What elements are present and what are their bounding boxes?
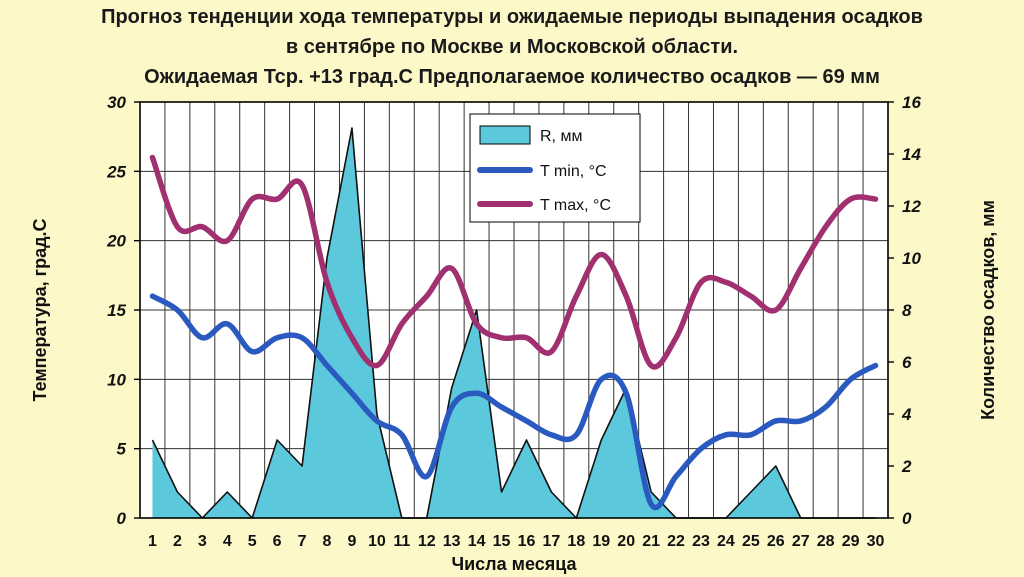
series-line-tmin [149, 293, 879, 511]
legend: R, мм T min, °C T max, °C [469, 113, 641, 223]
x-tick-label: 14 [468, 533, 486, 550]
x-tick-label: 6 [273, 533, 282, 550]
y-tick-label-left: 15 [107, 301, 126, 320]
y-tick-label-right: 0 [902, 509, 912, 528]
legend-label-tmax: T max, °C [540, 197, 611, 214]
x-tick-label: 16 [518, 533, 536, 550]
x-tick-label: 9 [347, 533, 356, 550]
x-tick-label: 13 [443, 533, 461, 550]
y-tick-label-right: 10 [902, 249, 921, 268]
x-tick-label: 28 [817, 533, 835, 550]
y-tick-label-left: 5 [117, 440, 127, 459]
y-tick-label-left: 10 [107, 370, 126, 389]
y-tick-label-left: 20 [106, 232, 126, 251]
x-tick-label: 19 [592, 533, 610, 550]
legend-label-precipitation: R, мм [540, 128, 582, 145]
x-tick-label: 29 [842, 533, 860, 550]
x-tick-label: 7 [298, 533, 307, 550]
x-tick-label: 24 [717, 533, 735, 550]
precipitation-area [151, 127, 876, 519]
chart-title-line-1: Прогноз тенденции хода температуры и ожи… [101, 6, 923, 28]
x-tick-label: 2 [173, 533, 182, 550]
x-tick-label: 17 [543, 533, 561, 550]
series-line-tmax [149, 154, 879, 370]
x-tick-label: 3 [198, 533, 207, 550]
y-tick-label-right: 4 [901, 405, 912, 424]
x-tick-label: 25 [742, 533, 760, 550]
x-tick-label: 12 [418, 533, 436, 550]
legend-swatch-precipitation [479, 125, 531, 145]
x-tick-label: 26 [767, 533, 785, 550]
grid-lines [140, 102, 888, 518]
y-tick-label-left: 25 [106, 162, 126, 181]
legend-label-tmin: T min, °C [540, 163, 607, 180]
x-tick-label: 23 [692, 533, 710, 550]
chart-title-line-2: в сентябре по Москве и Московской област… [285, 36, 739, 58]
y-tick-label-right: 12 [902, 197, 921, 216]
x-tick-label: 5 [248, 533, 257, 550]
y-tick-label-left: 0 [117, 509, 127, 528]
x-tick-label: 30 [867, 533, 885, 550]
y-tick-label-right: 6 [902, 353, 912, 372]
x-axis-label: Числа месяца [451, 554, 577, 574]
x-tick-label: 1 [148, 533, 157, 550]
y-tick-label-right: 16 [902, 93, 921, 112]
x-tick-label: 27 [792, 533, 810, 550]
chart-title-line-3: Ожидаемая Тср. +13 град.С Предполагаемое… [144, 66, 880, 88]
x-tick-label: 18 [567, 533, 585, 550]
y-tick-label-left: 30 [107, 93, 126, 112]
y-axis-label-left: Температура, град.С [30, 218, 50, 401]
x-tick-label: 21 [642, 533, 660, 550]
y-tick-label-right: 14 [902, 145, 921, 164]
x-tick-label: 22 [667, 533, 685, 550]
x-tick-label: 10 [368, 533, 386, 550]
temperature-lines [149, 154, 879, 511]
x-tick-label: 20 [617, 533, 635, 550]
x-tick-label: 11 [393, 533, 410, 550]
y-tick-label-right: 8 [902, 301, 912, 320]
x-tick-label: 4 [223, 533, 232, 550]
y-tick-label-right: 2 [901, 457, 912, 476]
y-axis-label-right: Количество осадков, мм [978, 200, 998, 420]
precipitation-area-outline [151, 127, 876, 519]
x-tick-label: 15 [493, 533, 511, 550]
x-tick-label: 8 [323, 533, 332, 550]
